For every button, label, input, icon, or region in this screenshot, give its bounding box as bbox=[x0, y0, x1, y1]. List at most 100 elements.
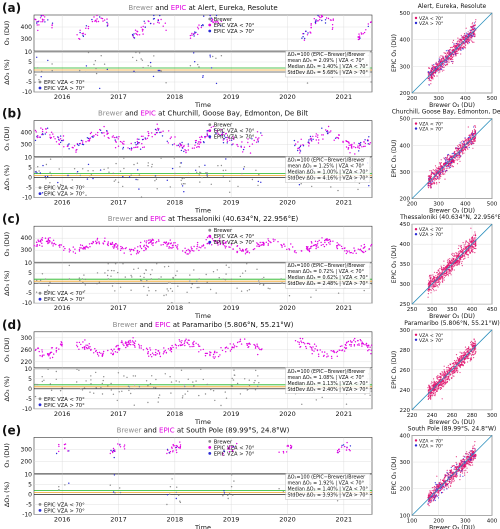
epic-point bbox=[149, 22, 152, 25]
epic-point bbox=[353, 142, 355, 144]
scatter-point bbox=[430, 77, 432, 79]
epic-point bbox=[53, 353, 55, 355]
scatter-point bbox=[437, 175, 439, 178]
epic-point bbox=[180, 145, 182, 147]
scatter-legend: VZA < 70°VZA > 70° bbox=[414, 16, 443, 27]
scatter-point bbox=[446, 156, 448, 159]
scatter-point bbox=[444, 267, 446, 269]
scatter-point bbox=[473, 351, 475, 353]
scatter-point bbox=[440, 387, 442, 389]
epic-point bbox=[121, 246, 124, 249]
epic-point bbox=[303, 33, 305, 35]
year-tick-label: 2017 bbox=[110, 304, 127, 312]
epic-point bbox=[74, 248, 76, 250]
scatter-point bbox=[440, 65, 443, 67]
delta-point bbox=[136, 162, 139, 164]
scatter-point bbox=[427, 187, 430, 189]
epic-point bbox=[305, 248, 308, 250]
scatter-point bbox=[471, 141, 473, 143]
scatter-point bbox=[472, 27, 474, 29]
delta-point bbox=[181, 183, 183, 185]
epic-point bbox=[51, 347, 54, 349]
epic-point bbox=[152, 18, 155, 20]
scatter-point bbox=[438, 61, 440, 63]
epic-point bbox=[118, 349, 120, 351]
epic-point bbox=[95, 242, 98, 244]
epic-point bbox=[294, 340, 297, 342]
epic-point bbox=[96, 352, 99, 354]
epic-point bbox=[96, 14, 98, 17]
epic-point bbox=[281, 244, 283, 247]
scatter-point bbox=[438, 166, 440, 168]
time-axis-label: Time bbox=[194, 101, 211, 109]
epic-point bbox=[197, 145, 199, 148]
scatter-point bbox=[465, 240, 467, 242]
epic-point bbox=[177, 244, 179, 246]
epic-point bbox=[60, 244, 62, 246]
scatter-point bbox=[450, 274, 452, 276]
delta-point bbox=[261, 278, 263, 280]
title-part: and bbox=[137, 321, 155, 329]
scatter-point bbox=[430, 186, 432, 188]
delta-point bbox=[260, 181, 262, 183]
scatter-point bbox=[457, 49, 459, 52]
epic-point bbox=[200, 349, 202, 351]
legend-marker bbox=[414, 122, 418, 125]
scatter-point bbox=[475, 234, 477, 236]
epic-point bbox=[346, 251, 349, 253]
epic-point bbox=[209, 354, 211, 357]
epic-point bbox=[257, 346, 259, 348]
scatter-point bbox=[451, 56, 453, 58]
year-tick-label: 2018 bbox=[167, 199, 184, 207]
delta-point bbox=[246, 263, 248, 265]
scatter-point bbox=[454, 152, 456, 154]
epic-point bbox=[130, 142, 132, 145]
epic-point bbox=[68, 148, 70, 150]
epic-point bbox=[310, 23, 312, 25]
epic-point bbox=[292, 246, 294, 248]
delta-point bbox=[135, 178, 137, 181]
epic-point bbox=[189, 252, 191, 254]
scatter-point bbox=[430, 74, 432, 76]
epic-point bbox=[177, 144, 180, 146]
scatter-point bbox=[463, 141, 465, 143]
scatter-point bbox=[455, 366, 458, 368]
scatter-point bbox=[460, 45, 463, 47]
delta-point bbox=[180, 179, 182, 182]
scatter-point bbox=[465, 241, 467, 243]
scatter-plot: Thessaloniki (40.634°N, 22.956°E)2502503… bbox=[391, 214, 500, 320]
year-tick-label: 2020 bbox=[279, 93, 296, 101]
epic-point bbox=[312, 135, 314, 138]
legend-text: VZA > 70° bbox=[419, 232, 443, 238]
scatter-point bbox=[473, 357, 475, 359]
epic-point bbox=[267, 240, 270, 242]
scatter-point bbox=[464, 243, 467, 245]
epic-point bbox=[43, 354, 45, 356]
delta-point bbox=[224, 279, 227, 281]
scatter-y-tick: 450 bbox=[400, 222, 411, 228]
epic-point bbox=[207, 242, 209, 244]
epic-point bbox=[350, 146, 353, 148]
scatter-point bbox=[448, 370, 450, 372]
epic-point bbox=[164, 22, 166, 24]
epic-point bbox=[257, 139, 259, 141]
scatter-point bbox=[470, 39, 472, 41]
scatter-point bbox=[448, 270, 450, 272]
epic-point bbox=[174, 242, 176, 244]
epic-point bbox=[192, 342, 194, 344]
title-part: Brewer bbox=[108, 215, 133, 223]
delta-point bbox=[330, 186, 332, 188]
delta-point bbox=[239, 275, 241, 278]
delta-point bbox=[132, 375, 134, 377]
epic-point bbox=[232, 343, 235, 345]
scatter-point bbox=[458, 252, 460, 254]
epic-point bbox=[299, 346, 301, 348]
scatter-point bbox=[446, 54, 448, 56]
epic-point bbox=[221, 349, 224, 352]
epic-point bbox=[95, 350, 97, 353]
epic-point bbox=[210, 17, 213, 19]
epic-point bbox=[318, 139, 320, 141]
epic-point bbox=[63, 249, 65, 251]
epic-point bbox=[196, 146, 198, 148]
